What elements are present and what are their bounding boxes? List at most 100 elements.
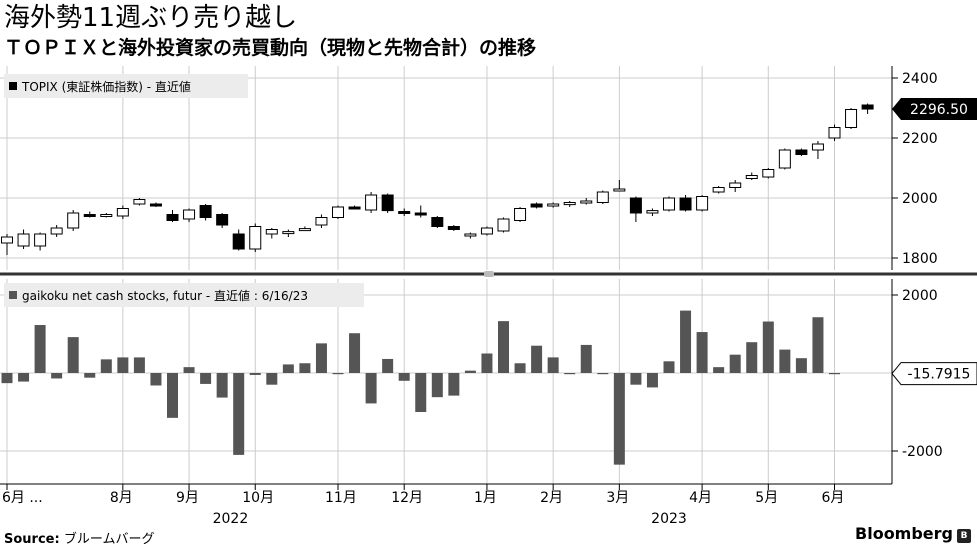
flow-bar <box>365 373 377 404</box>
flow-bar <box>133 357 145 373</box>
candle-body <box>464 233 477 237</box>
candle-body <box>497 218 510 232</box>
candle-body <box>596 191 609 203</box>
flow-bar <box>183 367 195 373</box>
candle-body <box>414 212 427 216</box>
candle-body <box>745 175 758 179</box>
flow-bar <box>464 370 476 373</box>
candle-body <box>530 203 543 208</box>
flow-bar <box>266 373 278 385</box>
x-month-label: 3月 <box>606 490 629 506</box>
candle-body <box>149 203 162 207</box>
x-year-label: 2022 <box>213 511 249 527</box>
candle-body <box>778 149 791 169</box>
flow-bar <box>498 321 509 373</box>
flow-legend-label: gaikoku net cash stocks, futur - 直近値 : 6… <box>22 288 308 303</box>
last-value-tag-box <box>891 362 977 386</box>
topix-legend: TOPIX (東証株価指数) - 直近値 <box>4 74 248 98</box>
bloomberg-logo: Bloomberg B <box>855 524 971 543</box>
x-month-labels: 6月 ... 8月 9月 10月 11月 12月 1月 2月 3月 4月 5月 6月 <box>2 490 844 506</box>
flow-bar <box>448 373 460 396</box>
topix-last-value-tag: 2296.50 <box>892 98 977 121</box>
candle-body <box>547 203 560 207</box>
flow-bar <box>746 342 758 373</box>
source-label: Source: <box>4 532 60 547</box>
flow-bar <box>233 373 245 455</box>
flow-bar <box>514 363 526 373</box>
flow-bar <box>18 373 30 382</box>
candle-body <box>100 214 113 217</box>
flow-bar <box>696 332 708 373</box>
flow-bar <box>630 373 642 385</box>
last-value-tag-box <box>892 98 977 121</box>
candle-body <box>447 226 460 230</box>
candle-body <box>729 182 742 188</box>
x-year-label: 2023 <box>651 511 687 527</box>
flow-bar <box>34 325 46 373</box>
x-month-label: 6月 <box>822 490 845 506</box>
topix-y-tick-label: 2400 <box>902 71 938 87</box>
candle-body <box>828 127 841 139</box>
candle-body <box>249 226 262 250</box>
flow-y-tick-label: -2000 <box>902 444 943 460</box>
flow-bar <box>415 373 427 412</box>
candle-body <box>315 217 328 226</box>
candle-body <box>216 214 229 226</box>
candle-body <box>83 214 96 217</box>
x-month-label: 4月 <box>689 490 712 506</box>
flow-bar <box>398 373 410 381</box>
flow-bar <box>431 373 443 398</box>
candle-body <box>679 197 692 211</box>
candle-body <box>1 236 13 244</box>
candle-body <box>332 206 344 218</box>
topix-y-tick-label: 1800 <box>902 251 938 267</box>
last-value-tag-text: -15.7915 <box>908 367 971 383</box>
flow-bar <box>332 373 344 375</box>
candle-body <box>861 104 874 110</box>
flow-bar <box>663 361 675 373</box>
candle-body <box>629 197 642 214</box>
flow-bar <box>84 373 96 378</box>
flow-bar <box>167 373 178 418</box>
flow-last-value-tag: -15.7915 <box>891 362 977 386</box>
flow-legend: gaikoku net cash stocks, futur - 直近値 : 6… <box>4 283 364 307</box>
candle-body <box>166 214 179 221</box>
flow-bar <box>282 364 294 373</box>
flow-bars <box>1 310 840 465</box>
candle-body <box>580 200 593 204</box>
x-month-label: 2月 <box>540 490 563 506</box>
flow-bar <box>531 345 543 373</box>
flow-bar <box>67 337 79 373</box>
panel-resize-handle[interactable] <box>484 271 494 277</box>
x-month-label: 6月 ... <box>2 490 43 506</box>
candle-body <box>348 206 361 210</box>
topix-y-tick-label: 2200 <box>902 131 938 147</box>
candle-body <box>613 188 626 192</box>
flow-bar <box>382 358 394 373</box>
candle-body <box>282 231 295 235</box>
chart-subtitle: ＴＯＰＩＸと海外投資家の売買動向（現物と先物合計）の推移 <box>4 37 537 59</box>
x-month-label: 11月 <box>325 490 357 506</box>
candle-body <box>480 227 493 235</box>
x-month-label: 9月 <box>176 490 199 506</box>
source-text: ブルームバーグ <box>63 532 155 547</box>
flow-bar <box>349 333 361 373</box>
flow-bar <box>646 373 658 388</box>
flow-bar <box>117 357 129 373</box>
candle-body <box>795 149 808 155</box>
candle-body <box>365 194 378 211</box>
x-month-label: 5月 <box>755 490 778 506</box>
flow-bar <box>216 373 228 398</box>
candle-body <box>398 211 411 214</box>
candle-body <box>265 229 278 235</box>
flow-bar <box>481 353 493 373</box>
candle-body <box>845 109 858 128</box>
x-month-label: 12月 <box>391 490 423 506</box>
candle-body <box>431 217 444 227</box>
flow-gridlines <box>0 279 892 484</box>
candle-body <box>514 208 527 221</box>
candle-body <box>762 169 775 178</box>
candle-body <box>811 143 824 151</box>
flow-bar <box>200 373 212 384</box>
